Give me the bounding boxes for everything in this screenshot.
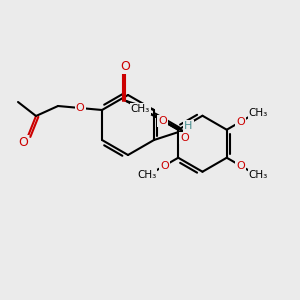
Text: O: O [158,116,167,126]
Text: O: O [236,117,245,127]
Text: H: H [184,121,192,131]
Text: CH₃: CH₃ [248,108,268,118]
Text: O: O [76,103,84,113]
Text: CH₃: CH₃ [248,170,268,180]
Text: CH₃: CH₃ [131,104,150,114]
Text: CH₃: CH₃ [137,170,156,180]
Text: O: O [160,161,169,171]
Text: O: O [18,136,28,149]
Text: O: O [180,133,189,143]
Text: O: O [121,60,130,73]
Text: O: O [236,161,245,171]
